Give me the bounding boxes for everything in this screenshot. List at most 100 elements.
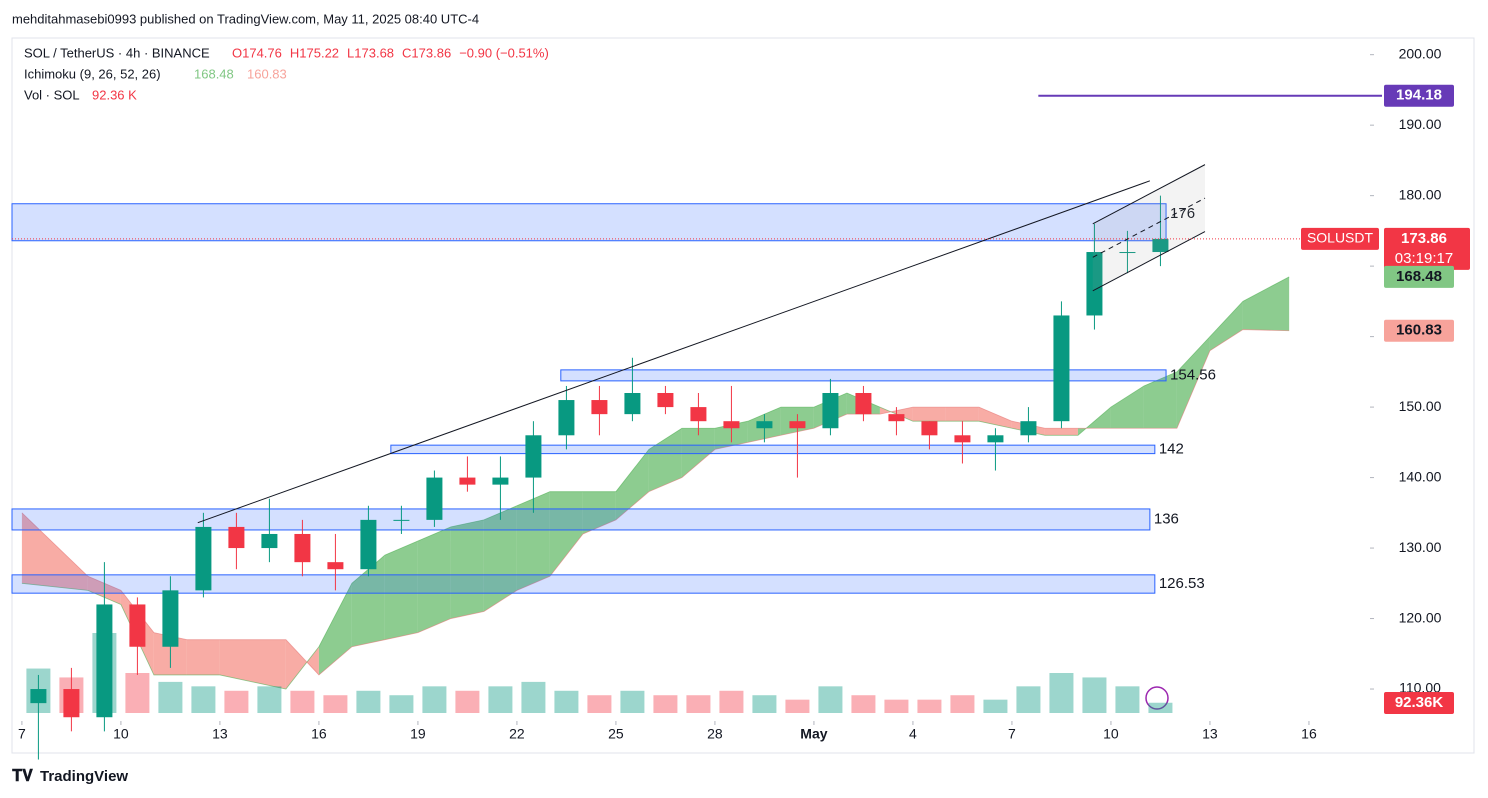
x-tick-label: May	[800, 726, 827, 742]
y-tick-label: 190.00	[1399, 116, 1442, 132]
volume-bar	[719, 690, 744, 713]
channel-lower	[1092, 231, 1206, 292]
y-tick-label: 200.00	[1399, 45, 1442, 61]
candle-body	[96, 604, 113, 718]
cloud-segment	[21, 512, 88, 591]
volume-bar	[356, 690, 381, 713]
cloud-segment	[1143, 371, 1177, 429]
candle-body	[162, 590, 179, 647]
candle-body	[426, 477, 443, 520]
volume-bar	[1115, 686, 1140, 713]
candle-body	[195, 526, 212, 591]
level-tag-label: 194.18	[1396, 87, 1442, 104]
symbol-tag-label: SOLUSDT	[1307, 230, 1374, 246]
candle-body	[723, 421, 740, 429]
candle-body	[987, 435, 1004, 443]
candle-body	[228, 526, 245, 549]
volume-bar	[125, 673, 150, 713]
candle-body	[789, 421, 806, 429]
x-tick-label: 25	[608, 726, 624, 742]
cloud-segment	[318, 583, 352, 675]
zone-label: 142	[1159, 440, 1184, 457]
cloud-segment	[516, 491, 550, 591]
zone	[11, 203, 1167, 242]
zone-label: 126.53	[1159, 575, 1205, 592]
x-tick-label: 7	[18, 726, 26, 742]
cloud-segment	[450, 519, 484, 619]
candle-body	[63, 689, 80, 718]
volume-bar	[191, 686, 216, 713]
cloud-segment	[1110, 385, 1144, 429]
cloud-segment	[582, 491, 616, 534]
x-tick-label: 28	[707, 726, 723, 742]
ohlc-value: C173.86	[402, 45, 451, 60]
zone	[560, 369, 1167, 382]
candle-body	[558, 400, 575, 436]
cloud-segment	[351, 555, 385, 647]
candle-body	[525, 435, 542, 478]
candle-body	[921, 421, 938, 436]
trend-line	[197, 180, 1151, 524]
volume-bar	[290, 690, 315, 713]
volume-bar	[455, 690, 480, 713]
level-tag	[1384, 84, 1454, 107]
volume-bar	[884, 699, 909, 713]
x-tick-label: 22	[509, 726, 525, 742]
cloud-segment	[912, 407, 946, 422]
alert-icon[interactable]	[1145, 686, 1169, 710]
channel-mid	[1092, 197, 1206, 258]
volume-bar	[950, 695, 975, 713]
volume-bar	[587, 695, 612, 713]
candle-body	[1053, 315, 1070, 422]
x-tick-label: 10	[113, 726, 129, 742]
candle-body	[261, 533, 278, 549]
volume-bar	[1082, 677, 1107, 713]
zone	[390, 444, 1156, 455]
ichimoku-title: Ichimoku (9, 26, 52, 26)	[24, 66, 161, 81]
volume-tag-label: 92.36K	[1395, 694, 1444, 711]
candle-body	[822, 392, 839, 429]
volume-tag	[1384, 692, 1454, 714]
volume-bar	[521, 681, 546, 713]
vol-title: Vol · SOL	[24, 87, 80, 102]
zone-label: 154.56	[1170, 366, 1216, 383]
price-tag	[1384, 227, 1470, 270]
volume-bar	[224, 690, 249, 713]
symbol-tag	[1301, 227, 1379, 250]
candle-body	[30, 689, 47, 704]
candle-body	[1119, 252, 1136, 254]
ohlc-value: O174.76	[232, 45, 282, 60]
volume-bar	[752, 695, 777, 713]
candle-body	[294, 533, 311, 563]
volume-bar	[422, 686, 447, 713]
ichimoku-tag-label: 160.83	[1396, 322, 1442, 339]
candle-body	[492, 477, 509, 485]
volume-bar	[785, 699, 810, 713]
ichimoku-b: 160.83	[247, 66, 287, 81]
cloud-segment	[384, 541, 418, 640]
candle-body	[756, 421, 773, 429]
x-tick-label: 16	[311, 726, 327, 742]
candle-body	[327, 562, 344, 570]
volume-bar	[620, 690, 645, 713]
volume-bar	[917, 699, 942, 713]
x-tick-label: 4	[909, 726, 917, 742]
y-tick-label: 150.00	[1399, 398, 1442, 414]
volume-bar	[158, 681, 183, 713]
y-tick-label: 130.00	[1399, 539, 1442, 555]
candle-body	[888, 414, 905, 422]
candle-body	[591, 400, 608, 415]
x-tick-label: 19	[410, 726, 426, 742]
x-tick-label: 13	[1202, 726, 1218, 742]
candle-body	[624, 392, 641, 415]
publisher: mehditahmasebi0993 published on TradingV…	[12, 11, 479, 26]
cloud-segment	[186, 639, 220, 675]
ichimoku-a: 168.48	[194, 66, 234, 81]
candle-body	[1020, 421, 1037, 436]
x-tick-label: 10	[1103, 726, 1119, 742]
brand-logo: 𝐓𝐕	[12, 768, 33, 785]
channel-upper	[1092, 164, 1206, 225]
cloud-segment	[219, 639, 286, 690]
ichimoku-tag	[1384, 319, 1454, 342]
price-tag-label: 173.86	[1401, 230, 1447, 247]
